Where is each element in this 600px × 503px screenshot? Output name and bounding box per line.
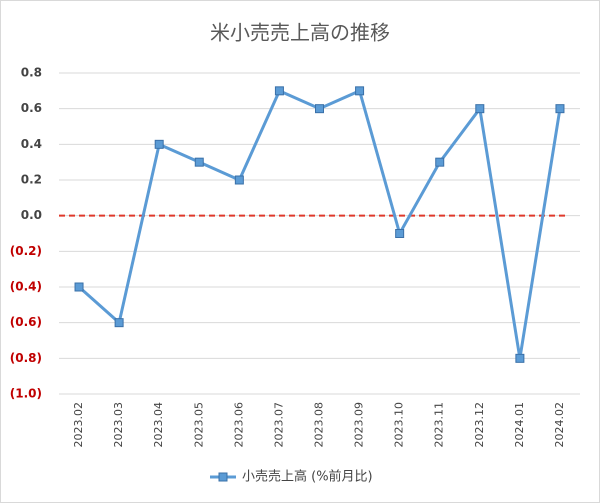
- x-tick-label: 2023.06: [232, 402, 245, 448]
- x-tick-label: 2023.03: [112, 402, 125, 448]
- x-tick-label: 2024.02: [553, 402, 566, 448]
- x-tick-label: 2024.01: [513, 402, 526, 448]
- point-marker: [555, 104, 565, 114]
- y-tick-label: (0.6): [10, 315, 42, 329]
- x-tick-label: 2023.08: [313, 402, 326, 448]
- y-tick-label: 0.4: [21, 137, 42, 151]
- point-marker: [74, 282, 84, 292]
- y-tick-label: 0.8: [21, 66, 42, 80]
- x-tick-label: 2023.11: [433, 402, 446, 448]
- x-tick-label: 2023.05: [192, 402, 205, 448]
- point-marker: [274, 86, 284, 96]
- point-marker: [315, 104, 324, 114]
- y-tick-label: (0.4): [10, 280, 42, 294]
- y-tick-label: 0.0: [21, 208, 42, 222]
- legend-label: 小売売上高 (%前月比): [242, 469, 373, 485]
- point-marker: [515, 353, 525, 363]
- point-marker: [154, 139, 164, 149]
- y-tick-label: 0.2: [21, 173, 42, 187]
- y-tick-label: 0.6: [21, 101, 42, 115]
- point-marker: [194, 157, 204, 167]
- x-tick-label: 2023.10: [393, 402, 406, 448]
- y-tick-label: (0.8): [10, 351, 42, 365]
- x-tick-label: 2023.02: [72, 402, 85, 448]
- chart-title: 米小売売上高の推移: [210, 21, 390, 45]
- x-tick-label: 2023.12: [473, 402, 486, 448]
- point-marker: [395, 229, 405, 238]
- x-tick-label: 2023.09: [353, 402, 366, 448]
- x-tick-label: 2023.04: [152, 402, 165, 448]
- point-marker: [435, 157, 445, 167]
- point-marker: [475, 104, 485, 114]
- legend-marker: [218, 472, 228, 482]
- y-tick-label: (0.2): [10, 244, 42, 258]
- point-marker: [114, 318, 124, 328]
- point-marker: [355, 86, 365, 96]
- point-marker: [234, 175, 244, 185]
- x-tick-label: 2023.07: [272, 402, 285, 448]
- y-tick-label: (1.0): [10, 387, 42, 401]
